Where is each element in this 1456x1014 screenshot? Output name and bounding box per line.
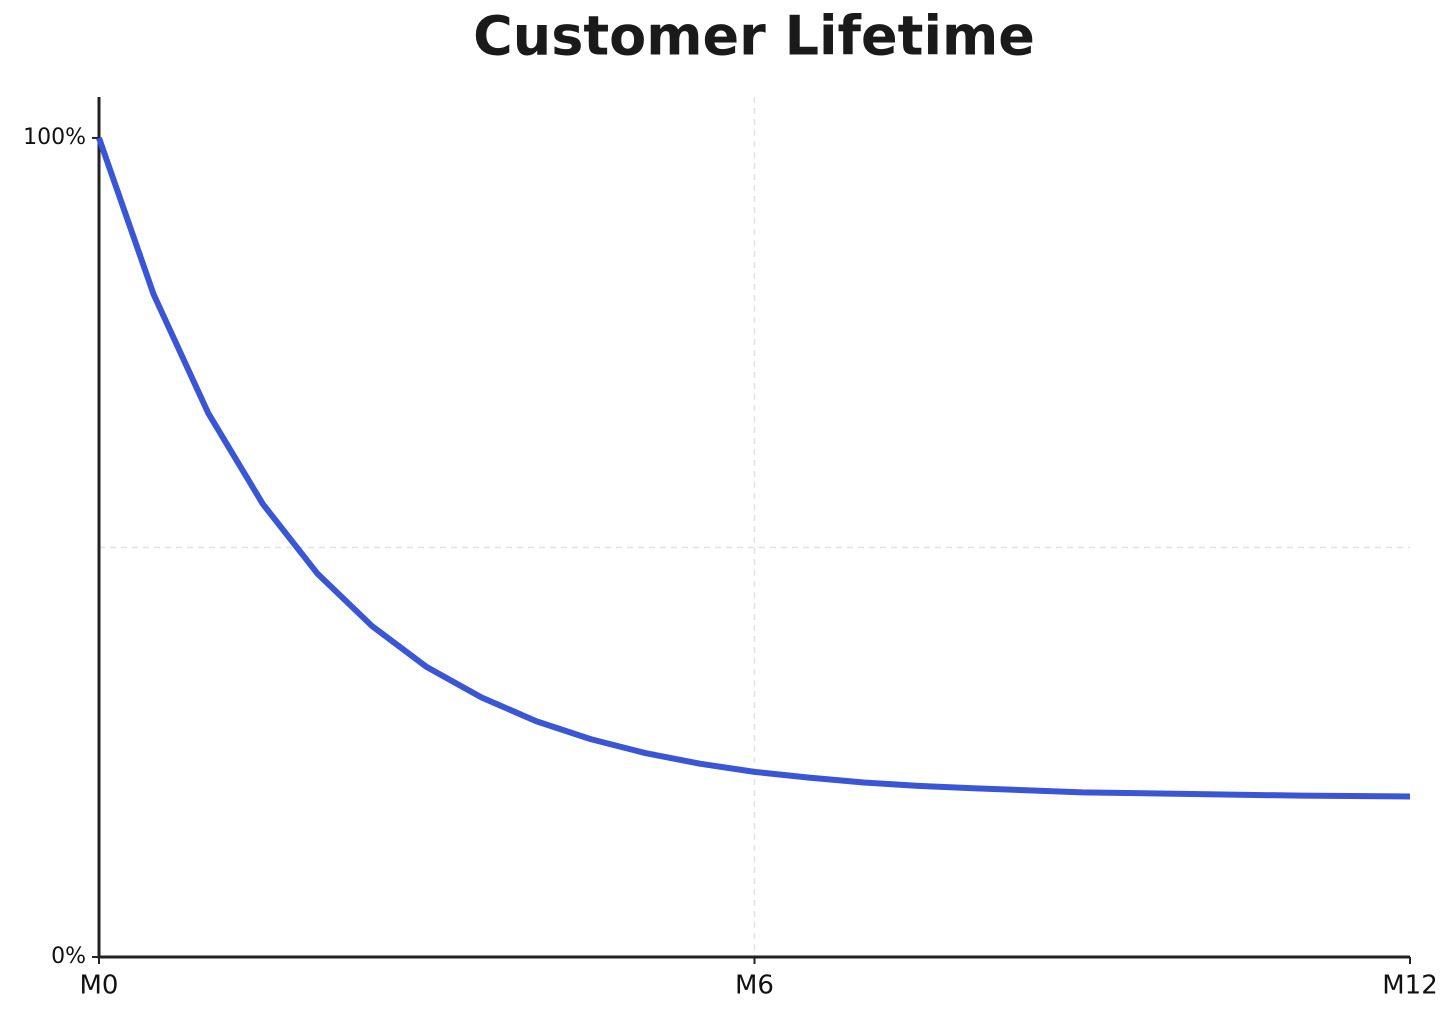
y-tick-label: 100% <box>23 125 86 150</box>
y-tick-label: 0% <box>51 944 86 969</box>
x-tick-label: M6 <box>735 971 774 1001</box>
chart-title: Customer Lifetime <box>473 5 1035 68</box>
x-tick-label: M0 <box>80 971 119 1001</box>
data-line <box>96 136 1411 800</box>
x-tick-label: M12 <box>1382 971 1438 1001</box>
